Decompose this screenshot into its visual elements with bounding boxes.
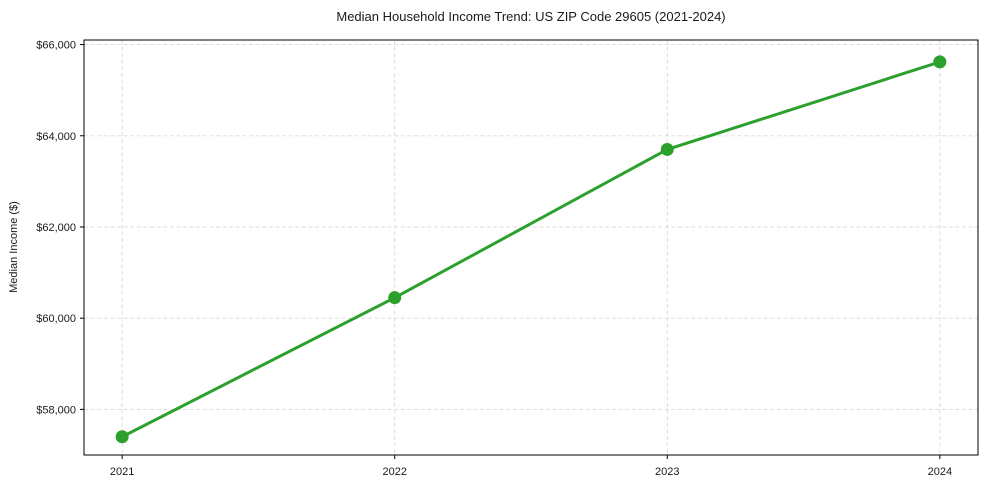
x-tick-label: 2022 [382,466,406,478]
y-tick-label: $60,000 [36,313,76,325]
data-point [388,291,402,305]
data-point [660,142,674,156]
y-tick-label: $62,000 [36,222,76,234]
chart-title: Median Household Income Trend: US ZIP Co… [336,9,726,24]
x-tick-label: 2024 [928,466,952,478]
y-tick-label: $64,000 [36,131,76,143]
data-point [933,55,947,69]
x-tick-label: 2021 [110,466,134,478]
y-tick-label: $58,000 [36,404,76,416]
plot-frame [83,39,979,456]
x-tick-label: 2023 [655,466,679,478]
y-tick-label: $66,000 [36,40,76,52]
data-line [120,60,942,439]
data-point [115,430,129,444]
